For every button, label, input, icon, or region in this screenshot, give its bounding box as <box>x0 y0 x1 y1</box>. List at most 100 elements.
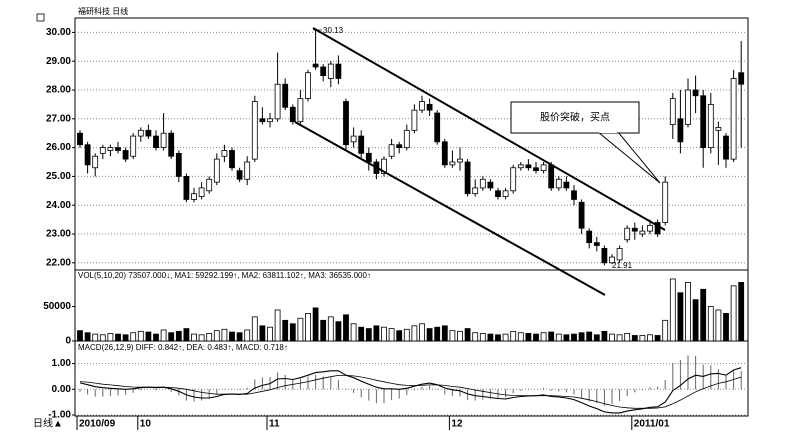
volume-bar <box>145 331 152 342</box>
candle-body <box>639 230 646 235</box>
volume-bar <box>472 332 479 342</box>
candle-body <box>289 106 296 123</box>
candle-body <box>677 118 684 143</box>
candle-body <box>305 72 311 100</box>
candle-body <box>426 104 433 111</box>
volume-bar <box>464 328 471 342</box>
low-label: 21.91 <box>612 261 633 270</box>
volume-bar <box>426 328 433 342</box>
volume-bar <box>77 330 83 342</box>
volume-bar <box>502 333 509 342</box>
volume-bar <box>457 330 463 342</box>
candle-body <box>715 127 722 131</box>
volume-bar <box>616 334 623 342</box>
volume-bar <box>251 316 258 342</box>
candle-body <box>137 129 144 137</box>
candle-body <box>525 164 532 169</box>
volume-bar <box>229 331 235 342</box>
candle-body <box>411 109 418 131</box>
candle-body <box>206 178 213 192</box>
volume-bar <box>571 333 577 342</box>
volume-bar <box>609 333 615 342</box>
candle-body <box>350 135 357 143</box>
volume-bar <box>578 332 585 342</box>
candle-body <box>327 63 334 79</box>
candle-body <box>517 164 524 169</box>
volume-bar <box>563 334 570 342</box>
volume-bar <box>130 332 137 342</box>
volume-bar <box>381 326 387 342</box>
candle-body <box>229 150 235 169</box>
candle-body <box>259 118 266 123</box>
volume-bar <box>84 332 91 342</box>
candle-body <box>738 72 745 85</box>
volume-bar <box>327 316 334 342</box>
trend-line-upper <box>312 27 666 231</box>
candle-body <box>335 63 342 79</box>
candle-body <box>183 175 190 200</box>
volume-bar <box>153 333 159 342</box>
y-tick-label: 1.00 <box>52 358 72 369</box>
candle-body <box>191 193 197 200</box>
candle-body <box>571 190 577 200</box>
volume-bar <box>586 331 593 342</box>
volume-bar <box>267 326 273 342</box>
volume-bar <box>677 292 684 342</box>
candle-body <box>479 178 486 189</box>
x-tick-label: 11 <box>269 419 280 430</box>
volume-bar <box>730 285 737 342</box>
volume-bar <box>236 332 243 342</box>
volume-bar <box>441 325 448 342</box>
volume-bar <box>654 335 661 342</box>
candle-body <box>297 98 304 123</box>
volume-bar <box>593 334 600 342</box>
candle-body <box>685 89 691 125</box>
candle-body <box>730 78 737 160</box>
y-tick-label: 0.00 <box>52 384 72 395</box>
diff-line <box>79 367 742 414</box>
volume-bar <box>221 328 228 342</box>
callout-text: 股价突破，买点 <box>540 111 610 124</box>
period-label: 日线▲ <box>33 417 63 430</box>
candle-body <box>419 101 425 111</box>
volume-bar <box>259 325 266 342</box>
y-tick-label: 22.00 <box>46 257 71 268</box>
candle-body <box>624 227 631 241</box>
candle-body <box>700 95 707 149</box>
candle-body <box>548 164 555 189</box>
candle-body <box>723 135 729 160</box>
candle-body <box>130 135 137 157</box>
volume-bar <box>320 319 327 342</box>
volume-legend: VOL(5,10,20) 73507.000↓, MA1: 59292.199↑… <box>78 271 371 280</box>
volume-bar <box>191 333 197 342</box>
candle-body <box>107 147 114 151</box>
x-tick-label: 2010/09 <box>79 419 116 430</box>
volume-bar <box>175 330 182 342</box>
volume-bar <box>206 333 213 342</box>
candle-body <box>692 89 699 97</box>
candle-body <box>609 256 615 264</box>
y-tick-label: -1.00 <box>48 410 71 421</box>
volume-bar <box>99 334 106 342</box>
candle-body <box>153 135 159 149</box>
y-tick-label: 0 <box>65 336 71 347</box>
volume-bar <box>723 313 729 342</box>
candle-body <box>343 101 349 146</box>
candle-body <box>84 144 91 166</box>
volume-bar <box>510 330 517 342</box>
macd-legend: MACD(26,12,9) DIFF: 0.842↑, DEA: 0.483↑,… <box>78 343 288 352</box>
candle-body <box>282 83 289 108</box>
volume-bar <box>388 328 395 342</box>
volume-bar <box>168 332 175 342</box>
candle-body <box>122 150 129 160</box>
volume-bar <box>525 333 532 342</box>
volume-bar <box>434 326 441 342</box>
candle-body <box>358 135 365 154</box>
candle-body <box>563 181 570 189</box>
candle-body <box>99 147 106 154</box>
volume-bar <box>707 306 714 342</box>
candle-body <box>168 132 175 157</box>
high-label: 30.13 <box>323 26 344 35</box>
